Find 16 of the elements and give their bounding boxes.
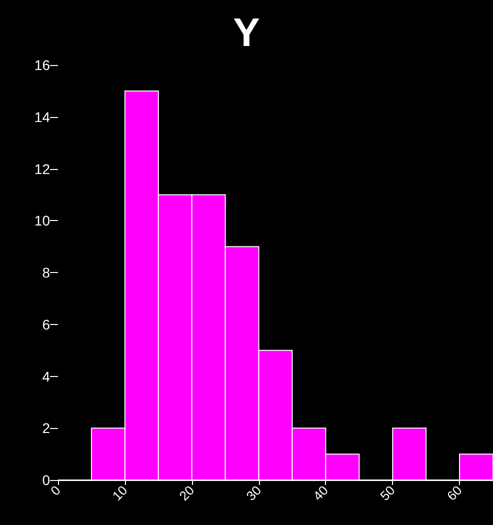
y-tick-label: 4 [42, 368, 50, 384]
y-tick-label: 8 [42, 264, 50, 280]
y-tick-label: 12 [34, 160, 50, 177]
y-tick-label: 6 [42, 316, 50, 332]
y-tick-label: 2 [42, 420, 50, 436]
x-tick-label: 10 [109, 482, 130, 504]
y-tick-label: 0 [42, 472, 50, 488]
x-tick-label: 40 [310, 482, 331, 504]
x-tick-label: 30 [243, 482, 264, 504]
chart-title: Y [233, 11, 260, 55]
x-tick-label: 20 [176, 482, 198, 504]
y-tick-label: 14 [34, 108, 50, 125]
x-tick-label: 50 [377, 482, 398, 504]
x-tick-label: 60 [444, 482, 465, 504]
y-tick-label: 16 [34, 57, 50, 73]
y-tick-label: 10 [34, 212, 50, 229]
